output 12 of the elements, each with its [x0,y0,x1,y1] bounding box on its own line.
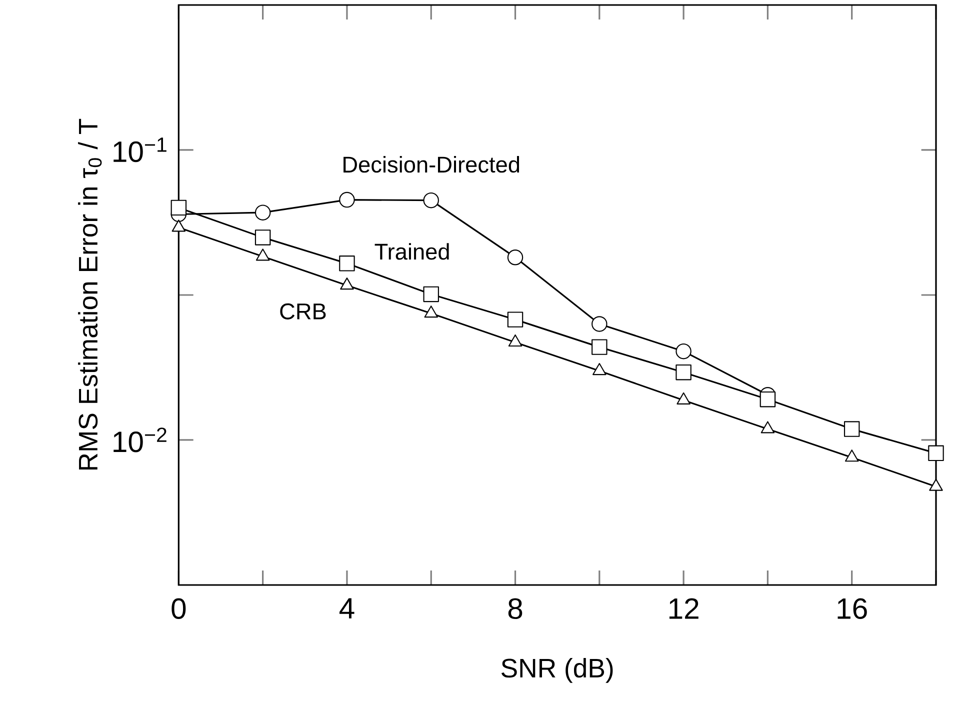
x-axis-title: SNR (dB) [502,658,613,683]
x-tick-label: 4 [339,598,354,618]
series-label: Trained [374,243,449,260]
y-tick-label: 10$^{−1}$ [114,138,166,162]
x-tick-label: 8 [508,598,522,620]
x-tick-label: 0 [172,598,186,620]
x-tick-label: 12 [669,598,698,619]
y-tick-label: 10$^{−2}$ [114,428,166,452]
x-tick-label: 16 [838,598,867,620]
y-axis-title: RMS Estimation Error in τ$_{0}$ / T [78,118,102,470]
series-label: Decision-Directed [344,156,520,173]
series-label: CRB [280,303,326,320]
